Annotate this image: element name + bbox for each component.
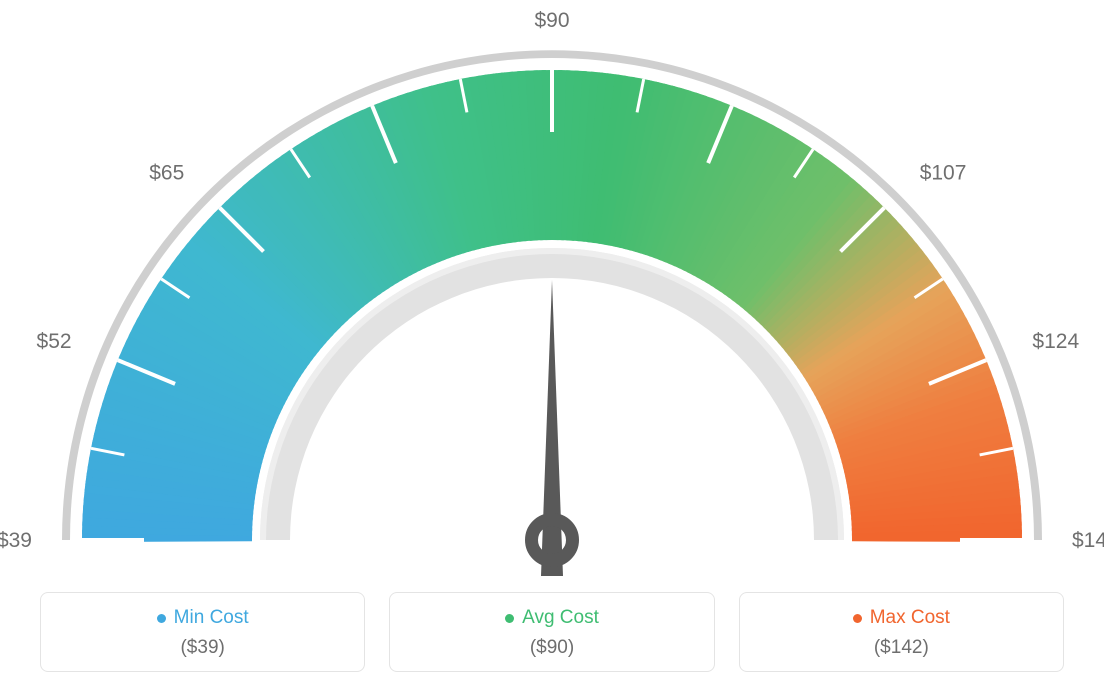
gauge-tick-label: $39	[0, 529, 32, 552]
gauge-tick-label: $107	[920, 161, 967, 184]
gauge-tick-label: $90	[534, 9, 569, 32]
legend-max: Max Cost ($142)	[739, 592, 1064, 672]
gauge-needle	[541, 280, 563, 576]
cost-gauge: $39 $52 $65 $90 $107 $124 $142	[0, 0, 1104, 580]
legend-avg: Avg Cost ($90)	[389, 592, 714, 672]
legend-max-value: ($142)	[750, 637, 1053, 659]
legend-avg-label-row: Avg Cost	[400, 607, 703, 629]
legend-row: Min Cost ($39) Avg Cost ($90) Max Cost (…	[0, 592, 1104, 672]
legend-avg-dot-icon	[505, 614, 514, 623]
legend-min-label: Min Cost	[174, 607, 249, 629]
legend-max-label: Max Cost	[870, 607, 950, 629]
gauge-tick-label: $52	[37, 330, 72, 353]
legend-min: Min Cost ($39)	[40, 592, 365, 672]
gauge-tick-label: $65	[149, 161, 184, 184]
legend-max-label-row: Max Cost	[750, 607, 1053, 629]
legend-min-label-row: Min Cost	[51, 607, 354, 629]
legend-avg-value: ($90)	[400, 637, 703, 659]
gauge-tick-label: $124	[1032, 330, 1079, 353]
legend-min-value: ($39)	[51, 637, 354, 659]
legend-max-dot-icon	[853, 614, 862, 623]
legend-avg-label: Avg Cost	[522, 607, 599, 629]
gauge-tick-label: $142	[1072, 529, 1104, 552]
legend-min-dot-icon	[157, 614, 166, 623]
